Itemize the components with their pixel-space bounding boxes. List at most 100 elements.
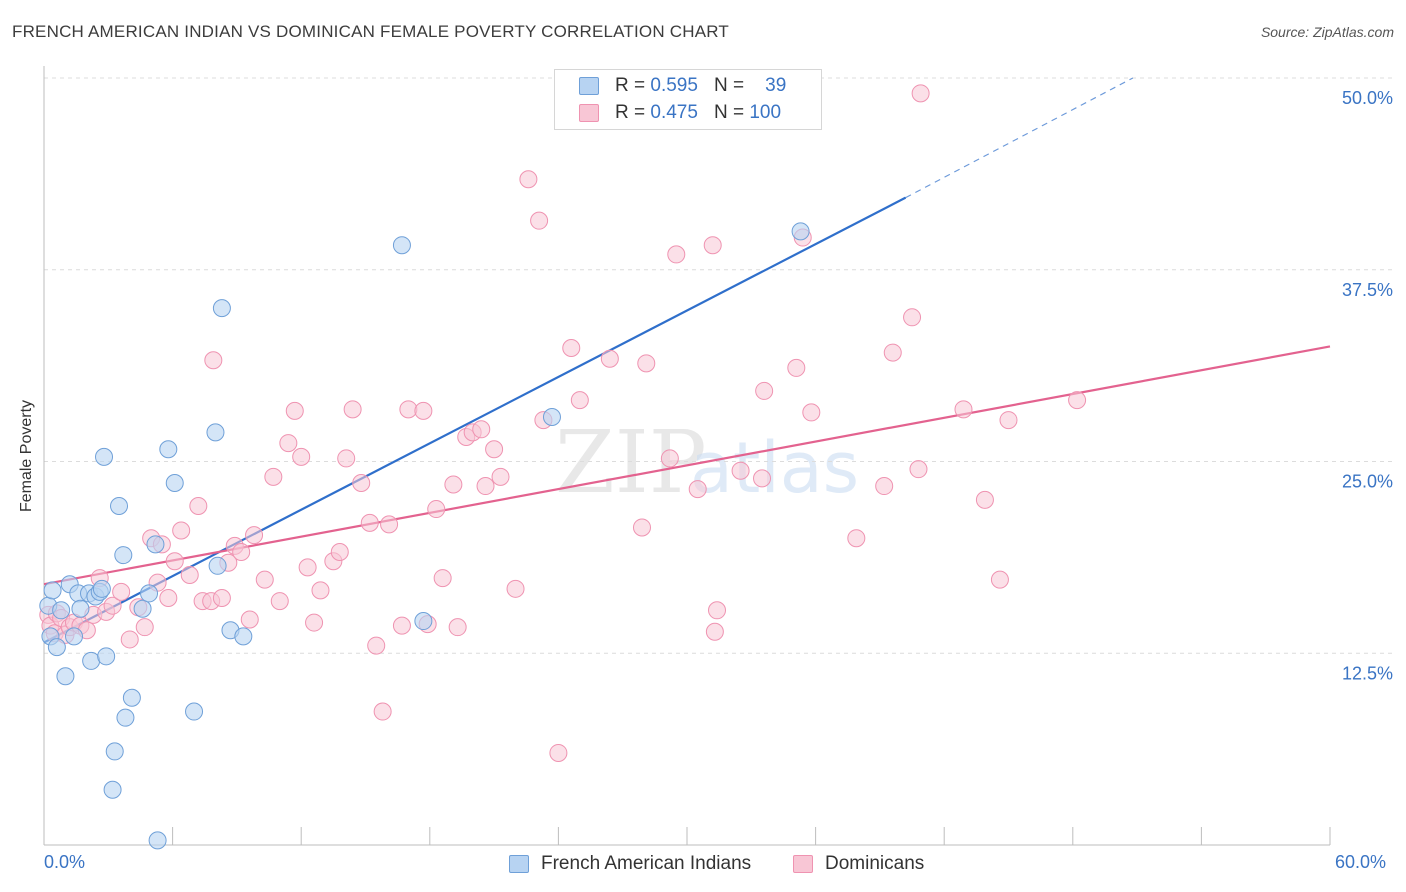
watermark-logo: ZIP atlas: [555, 413, 859, 513]
point-french-american-indians: [148, 831, 167, 850]
point-dominicans: [112, 582, 131, 601]
point-french-american-indians: [392, 236, 411, 255]
point-dominicans: [212, 589, 231, 608]
svg-text:ZIP: ZIP: [555, 413, 707, 513]
legend-r-label: R =: [615, 102, 646, 123]
point-dominicans: [847, 529, 866, 548]
point-dominicans: [448, 618, 467, 637]
point-dominicans: [990, 570, 1009, 589]
point-dominicans: [264, 467, 283, 486]
point-dominicans: [298, 558, 317, 577]
point-dominicans: [1068, 391, 1087, 410]
point-dominicans: [367, 636, 386, 655]
point-dominicans: [999, 411, 1018, 430]
point-french-american-indians: [56, 667, 75, 686]
point-dominicans: [883, 343, 902, 362]
bottom-legend-french-american-indians: French American Indians: [509, 852, 751, 876]
point-dominicans: [485, 440, 504, 459]
point-french-american-indians: [414, 612, 433, 631]
point-dominicans: [380, 515, 399, 534]
point-dominicans: [399, 400, 418, 419]
point-dominicans: [491, 467, 510, 486]
trendline-french-american-indians: [43, 196, 907, 644]
point-french-american-indians: [234, 627, 253, 646]
point-dominicans: [975, 490, 994, 509]
point-dominicans: [909, 460, 928, 479]
point-french-american-indians: [92, 579, 111, 598]
point-french-american-indians: [47, 638, 66, 657]
point-dominicans: [731, 461, 750, 480]
legend-r-label: R =: [615, 75, 646, 96]
legend-n-label: N =: [713, 102, 745, 123]
legend-row-dominicans: R = 0.475 N = 100: [579, 101, 781, 125]
point-french-american-indians: [146, 535, 165, 554]
point-dominicans: [292, 447, 311, 466]
x-tick-label-min: 0.0%: [44, 852, 86, 872]
point-dominicans: [285, 401, 304, 420]
trendline-dominicans: [43, 345, 1331, 586]
point-dominicans: [343, 400, 362, 419]
svg-text:atlas: atlas: [690, 427, 859, 509]
point-french-american-indians: [116, 708, 135, 727]
point-dominicans: [165, 552, 184, 571]
point-dominicans: [103, 596, 122, 615]
point-dominicans: [506, 579, 525, 598]
trendline-extension-french-american-indians: [905, 77, 1134, 199]
point-dominicans: [632, 518, 651, 537]
point-dominicans: [352, 473, 371, 492]
point-french-american-indians: [105, 742, 124, 761]
point-dominicans: [703, 236, 722, 255]
point-dominicans: [688, 480, 707, 499]
source-label: Source: ZipAtlas.com: [1260, 24, 1394, 40]
point-dominicans: [159, 589, 178, 608]
point-french-american-indians: [185, 702, 204, 721]
blue-swatch: [579, 77, 599, 95]
point-dominicans: [232, 543, 251, 562]
legend-n-label: N =: [713, 75, 745, 96]
point-dominicans: [667, 245, 686, 264]
bottom-legend-dominicans: Dominicans: [793, 852, 924, 876]
point-french-american-indians: [97, 647, 116, 666]
point-french-american-indians: [542, 408, 561, 427]
point-dominicans: [549, 743, 568, 762]
chart-title: FRENCH AMERICAN INDIAN VS DOMINICAN FEMA…: [12, 22, 729, 41]
point-french-american-indians: [65, 627, 84, 646]
point-dominicans: [753, 469, 772, 488]
point-french-american-indians: [95, 447, 114, 466]
point-dominicans: [270, 592, 289, 611]
legend-r-value: 0.595: [650, 75, 698, 96]
point-dominicans: [189, 496, 208, 515]
point-dominicans: [637, 354, 656, 373]
point-dominicans: [311, 581, 330, 600]
point-dominicans: [444, 475, 463, 494]
point-dominicans: [330, 543, 349, 562]
y-tick-label: 37.5%: [1342, 280, 1393, 300]
point-dominicans: [360, 513, 379, 532]
point-dominicans: [562, 338, 581, 357]
pink-swatch: [579, 104, 599, 122]
y-tick-label: 25.0%: [1342, 472, 1393, 492]
point-french-american-indians: [165, 473, 184, 492]
point-dominicans: [600, 349, 619, 368]
legend-r-value: 0.475: [650, 102, 698, 123]
point-dominicans: [433, 569, 452, 588]
point-dominicans: [802, 403, 821, 422]
point-dominicans: [337, 449, 356, 468]
point-dominicans: [472, 420, 491, 439]
point-french-american-indians: [52, 601, 71, 620]
bottom-legend-label: French American Indians: [541, 853, 752, 874]
pink-swatch: [793, 855, 813, 873]
x-tick-label-max: 60.0%: [1335, 852, 1387, 872]
legend-row-french-american-indians: R = 0.595 N = 39: [579, 74, 786, 98]
y-tick-label: 50.0%: [1342, 88, 1393, 108]
point-french-american-indians: [122, 688, 141, 707]
point-dominicans: [279, 434, 298, 453]
legend-n-value: 39: [765, 75, 787, 96]
point-dominicans: [787, 358, 806, 377]
point-dominicans: [530, 211, 549, 230]
point-dominicans: [755, 381, 774, 400]
point-dominicans: [373, 702, 392, 721]
point-dominicans: [392, 616, 411, 635]
point-dominicans: [120, 630, 139, 649]
point-french-american-indians: [82, 651, 101, 670]
